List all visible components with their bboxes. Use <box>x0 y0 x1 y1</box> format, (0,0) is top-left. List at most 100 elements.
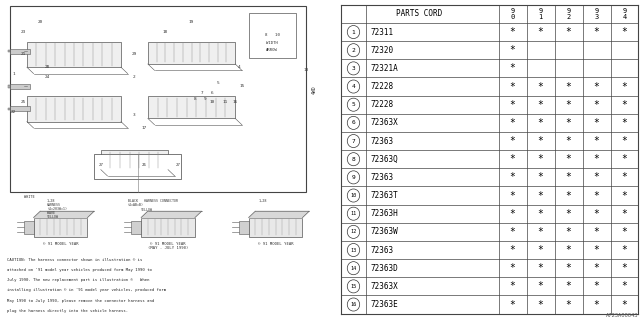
Text: *: * <box>621 263 627 273</box>
Text: 28: 28 <box>44 65 50 69</box>
Bar <box>8 108 10 110</box>
Text: 4WD: 4WD <box>312 85 317 94</box>
Text: 5: 5 <box>217 81 220 85</box>
Polygon shape <box>34 211 94 218</box>
Bar <box>101 150 168 170</box>
Text: 1: 1 <box>351 29 355 35</box>
Text: May 1990 to July 1990, please remove the connector harness and: May 1990 to July 1990, please remove the… <box>6 299 154 303</box>
Text: *: * <box>538 245 543 255</box>
Text: *: * <box>538 281 543 291</box>
Text: July 1990. The new replacement part is illustration ®   When: July 1990. The new replacement part is i… <box>6 278 149 282</box>
Text: 1: 1 <box>538 14 543 20</box>
Text: 15: 15 <box>239 84 244 88</box>
Bar <box>239 221 249 234</box>
Text: *: * <box>566 154 572 164</box>
Text: *: * <box>621 82 627 92</box>
Text: 72363X: 72363X <box>371 282 399 291</box>
Text: 27: 27 <box>175 163 180 167</box>
Bar <box>24 221 34 234</box>
Text: CAUTION: The harness connector shown in illustration ® is: CAUTION: The harness connector shown in … <box>6 258 142 262</box>
Text: *: * <box>593 100 600 110</box>
Text: 18: 18 <box>162 30 167 34</box>
Text: 72228: 72228 <box>371 82 394 91</box>
Text: *: * <box>509 45 516 55</box>
Text: 72363E: 72363E <box>371 300 399 309</box>
Text: *: * <box>621 154 627 164</box>
Text: *: * <box>538 263 543 273</box>
Text: *: * <box>566 190 572 201</box>
Text: 25: 25 <box>21 100 26 104</box>
Text: *: * <box>566 209 572 219</box>
Text: 8: 8 <box>351 157 355 162</box>
Text: 7: 7 <box>200 91 203 95</box>
Text: 14: 14 <box>350 266 356 271</box>
Text: WAVE: WAVE <box>47 212 55 215</box>
Text: 3: 3 <box>133 113 136 117</box>
Text: *: * <box>566 118 572 128</box>
Text: BLACK   HARNESS CONNECTOR: BLACK HARNESS CONNECTOR <box>128 199 178 203</box>
Text: ® 91 MODEL YEAR: ® 91 MODEL YEAR <box>43 242 78 246</box>
Bar <box>10 6 306 192</box>
Text: 6: 6 <box>211 91 213 95</box>
Text: 6: 6 <box>351 120 355 125</box>
Text: 1,28: 1,28 <box>47 199 56 203</box>
Text: 3: 3 <box>351 66 355 71</box>
Text: *: * <box>566 281 572 291</box>
Text: HARNESS: HARNESS <box>47 204 61 207</box>
Bar <box>27 96 121 122</box>
Text: 10: 10 <box>350 193 356 198</box>
Text: *: * <box>509 136 516 146</box>
Text: 15: 15 <box>350 284 356 289</box>
Text: 9: 9 <box>351 175 355 180</box>
Text: *: * <box>509 100 516 110</box>
Text: *: * <box>621 209 627 219</box>
Bar <box>8 50 10 52</box>
Text: 22: 22 <box>11 110 16 114</box>
Text: *: * <box>538 136 543 146</box>
Text: *: * <box>621 27 627 37</box>
Text: 2: 2 <box>133 75 136 79</box>
Text: *: * <box>621 281 627 291</box>
Text: 24: 24 <box>44 75 50 79</box>
Text: installing illustration ® in '91 model year vehicles, produced form: installing illustration ® in '91 model y… <box>6 288 166 292</box>
Text: 9: 9 <box>511 8 515 14</box>
Text: 19: 19 <box>189 20 194 24</box>
Text: *: * <box>593 154 600 164</box>
Text: 12: 12 <box>350 229 356 234</box>
Bar <box>248 218 302 237</box>
Text: *: * <box>509 190 516 201</box>
Text: *: * <box>509 281 516 291</box>
Text: *: * <box>566 27 572 37</box>
Text: *: * <box>566 245 572 255</box>
Text: *: * <box>566 100 572 110</box>
Text: 72363X: 72363X <box>371 118 399 127</box>
Text: 4: 4 <box>622 14 627 20</box>
Polygon shape <box>27 42 34 67</box>
Text: 72321A: 72321A <box>371 64 399 73</box>
Text: 13: 13 <box>350 248 356 252</box>
Text: 3: 3 <box>595 14 598 20</box>
Text: 1,28: 1,28 <box>259 199 268 203</box>
Text: WIDTH: WIDTH <box>266 41 278 45</box>
Text: *: * <box>593 136 600 146</box>
Text: ARROW: ARROW <box>266 48 278 52</box>
Text: 72363T: 72363T <box>371 191 399 200</box>
Text: 17: 17 <box>142 126 147 130</box>
Text: 9: 9 <box>538 8 543 14</box>
Bar <box>10 84 30 89</box>
Text: PARTS CORD: PARTS CORD <box>396 9 443 18</box>
Text: (4=AB=B): (4=AB=B) <box>128 204 144 207</box>
Text: 2: 2 <box>351 48 355 53</box>
Text: *: * <box>509 172 516 182</box>
Text: 8: 8 <box>193 97 196 101</box>
Text: *: * <box>593 118 600 128</box>
Text: YELLOW: YELLOW <box>141 208 153 212</box>
Bar <box>34 218 87 237</box>
Text: *: * <box>509 300 516 309</box>
Text: *: * <box>593 281 600 291</box>
Text: *: * <box>593 209 600 219</box>
Text: *: * <box>621 300 627 309</box>
Text: *: * <box>509 263 516 273</box>
Text: *: * <box>593 27 600 37</box>
Text: *: * <box>621 100 627 110</box>
